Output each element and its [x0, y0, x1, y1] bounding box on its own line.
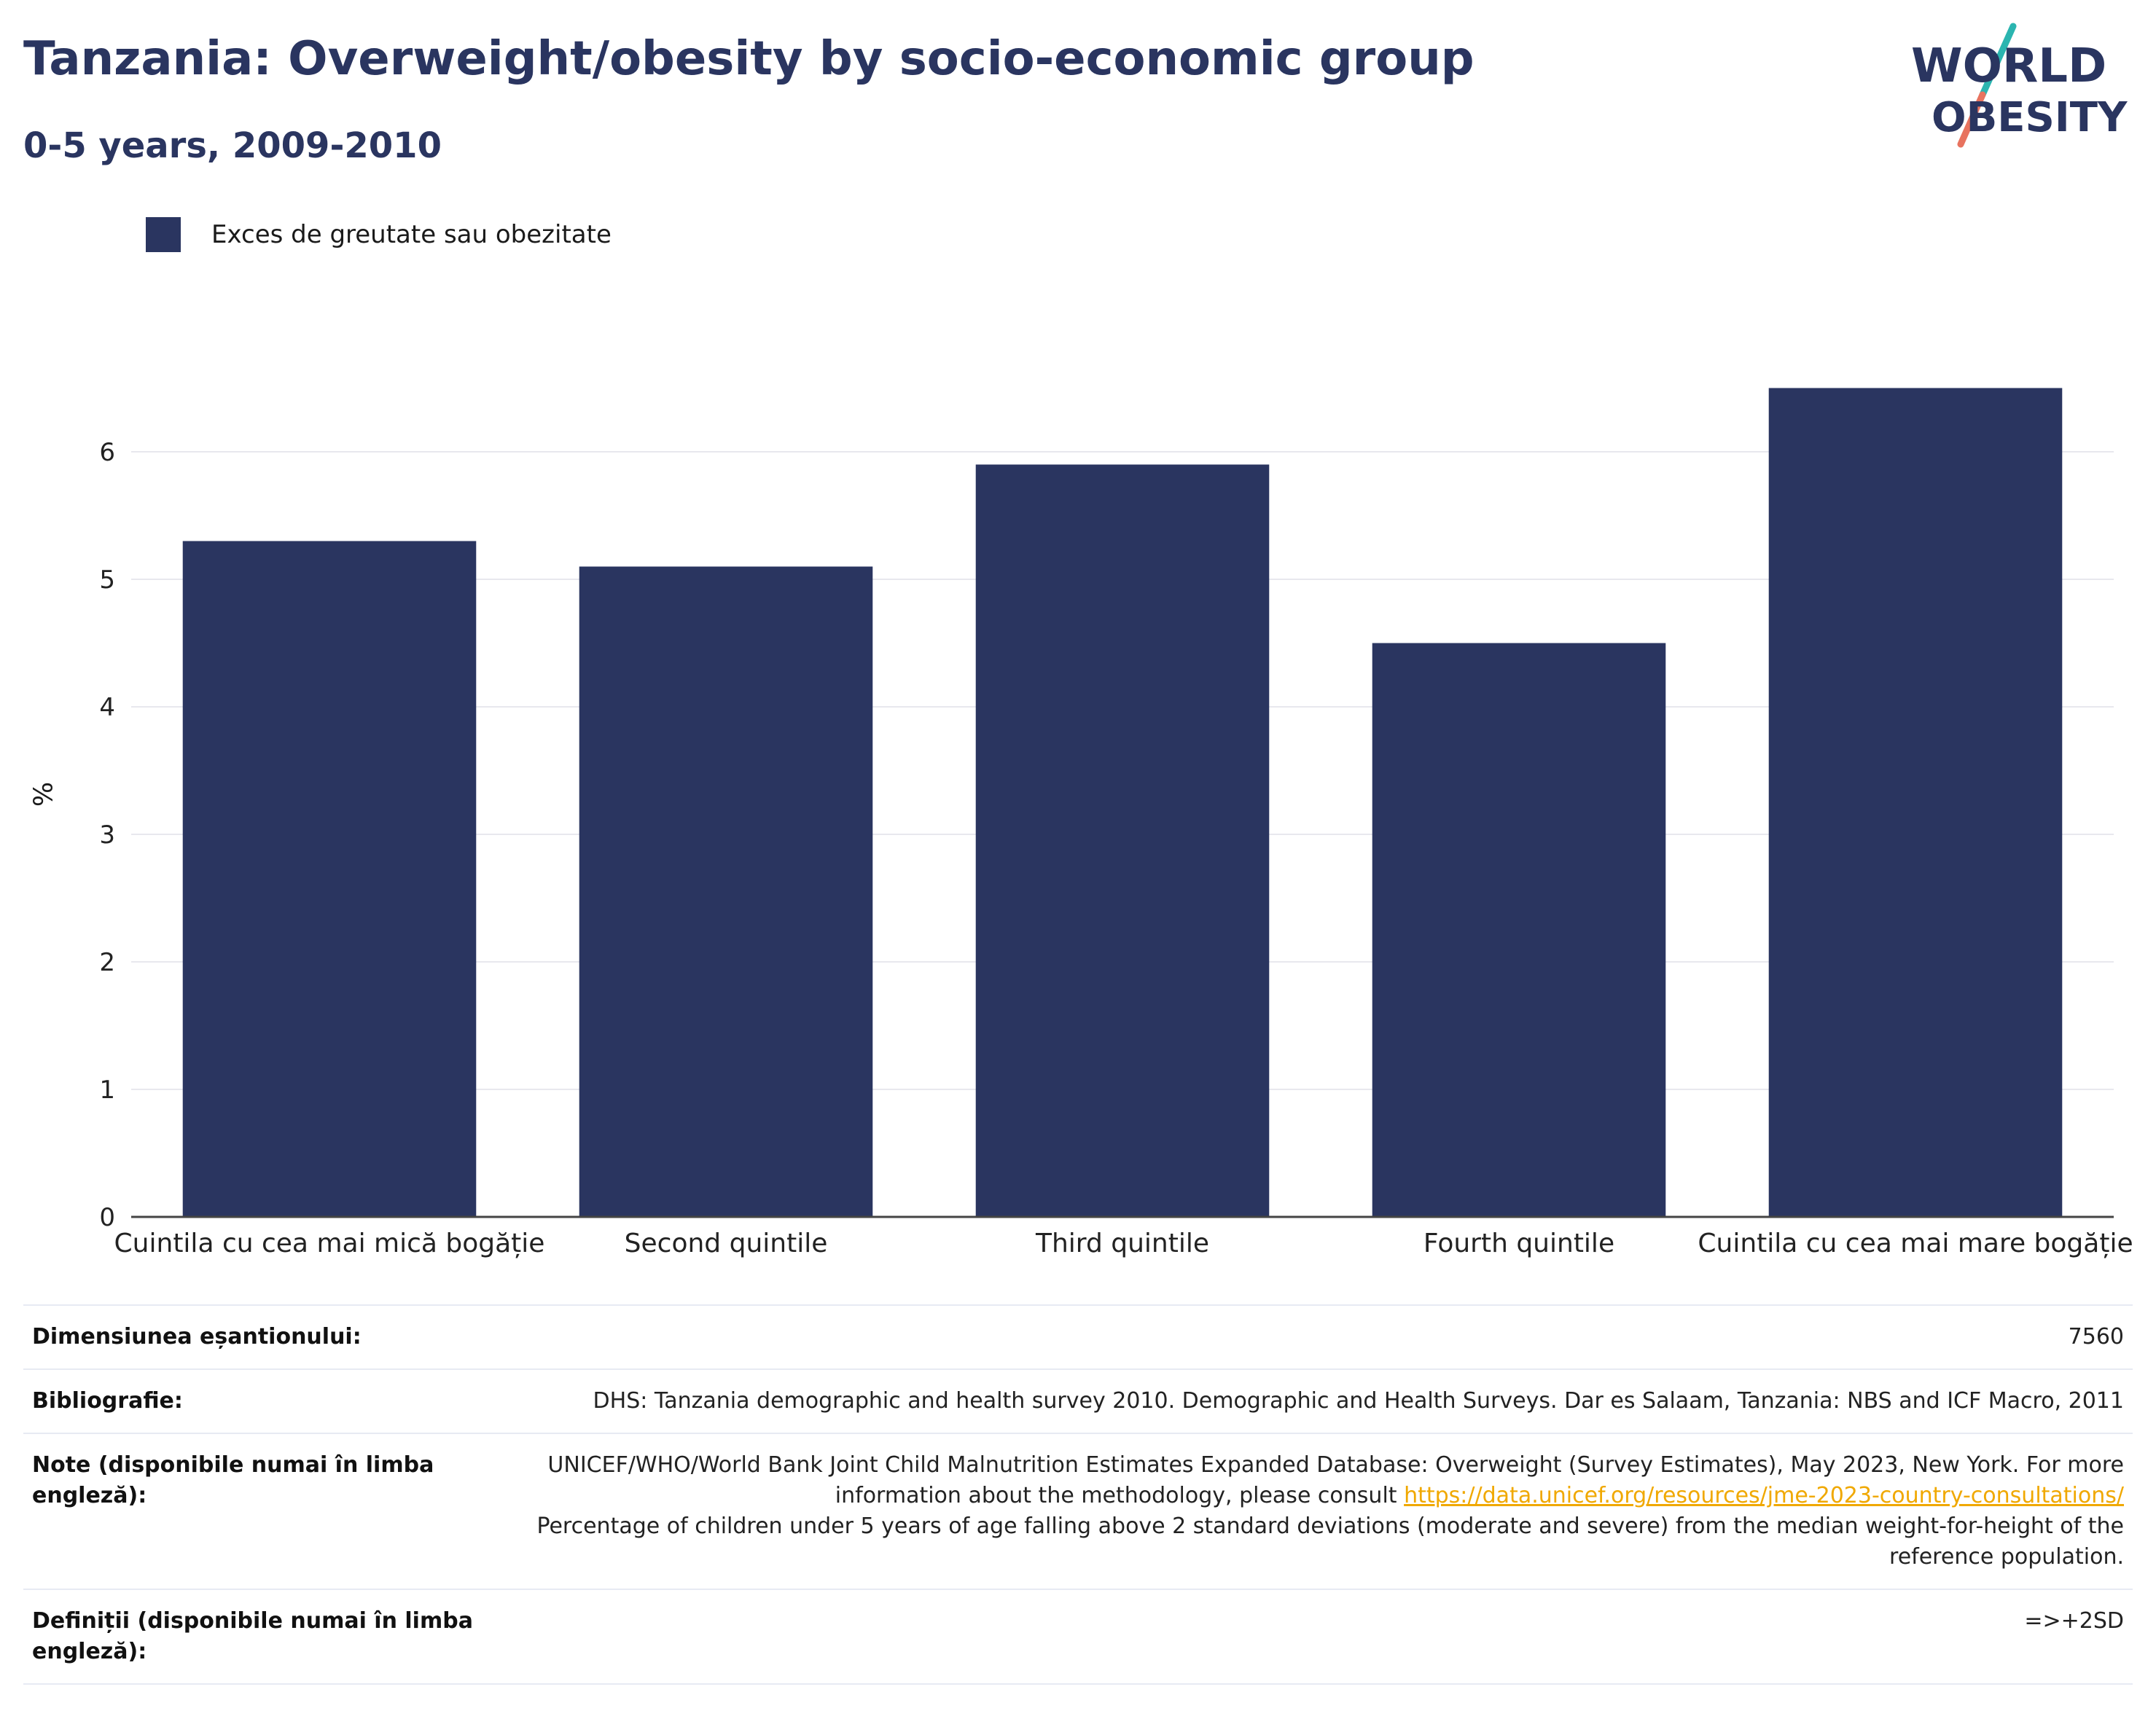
- sample-size-label: Dimensiunea eșantionului:: [23, 1304, 507, 1369]
- legend-swatch: [146, 217, 181, 252]
- y-tick-label: 0: [99, 1203, 115, 1232]
- notes-link[interactable]: https://data.unicef.org/resources/jme-20…: [1404, 1483, 2124, 1508]
- y-tick-label: 1: [99, 1076, 115, 1105]
- world-obesity-logo: WORLD OBESITY: [1911, 23, 2128, 148]
- y-tick-label: 2: [99, 948, 115, 977]
- y-tick-label: 4: [99, 693, 115, 722]
- definitions-value: =>+2SD: [507, 1589, 2133, 1685]
- x-tick-label: Second quintile: [625, 1229, 828, 1258]
- y-tick-label: 5: [99, 565, 115, 595]
- sample-size-value: 7560: [507, 1304, 2133, 1369]
- bar: [975, 464, 1270, 1217]
- logo-slash-top: [1979, 23, 2017, 98]
- info-row-sample-size: Dimensiunea eșantionului: 7560: [23, 1304, 2133, 1369]
- bar: [579, 566, 873, 1217]
- info-row-bibliography: Bibliografie: DHS: Tanzania demographic …: [23, 1368, 2133, 1433]
- bibliography-value: DHS: Tanzania demographic and health sur…: [507, 1368, 2133, 1433]
- chart-title: Tanzania: Overweight/obesity by socio-ec…: [23, 32, 1475, 86]
- notes-text-before: UNICEF/WHO/World Bank Joint Child Malnut…: [547, 1452, 2124, 1508]
- y-tick-label: 6: [99, 438, 115, 467]
- info-table: Dimensiunea eșantionului: 7560 Bibliogra…: [23, 1304, 2133, 1685]
- definitions-label: Definiții (disponibile numai în limba en…: [23, 1589, 507, 1685]
- bibliography-label: Bibliografie:: [23, 1368, 507, 1433]
- info-row-notes: Note (disponibile numai în limba engleză…: [23, 1433, 2133, 1589]
- logo-text-obesity: OBESITY: [1932, 94, 2128, 141]
- bar-chart: 0 1 2 3 4 5 6 Cuintila cu cea mai mică bogăție S…: [99, 388, 2133, 1258]
- logo-slash-bottom: [1957, 91, 1986, 148]
- bar: [182, 541, 477, 1217]
- info-row-definitions: Definiții (disponibile numai în limba en…: [23, 1589, 2133, 1685]
- x-tick-label: Third quintile: [1035, 1229, 1209, 1258]
- x-tick-label: Fourth quintile: [1423, 1229, 1614, 1258]
- bar: [1768, 388, 2063, 1217]
- bar: [1372, 643, 1666, 1217]
- chart-legend[interactable]: Exces de greutate sau obezitate: [146, 216, 612, 254]
- notes-value: UNICEF/WHO/World Bank Joint Child Malnut…: [507, 1433, 2133, 1589]
- legend-label: Exces de greutate sau obezitate: [211, 220, 612, 249]
- logo-text-world: WORLD: [1911, 39, 2106, 93]
- notes-label: Note (disponibile numai în limba engleză…: [23, 1433, 507, 1589]
- x-tick-label: Cuintila cu cea mai mare bogăție: [1698, 1229, 2133, 1258]
- y-tick-label: 3: [99, 820, 115, 850]
- x-tick-label: Cuintila cu cea mai mică bogăție: [114, 1229, 545, 1258]
- notes-text-after: Percentage of children under 5 years of …: [536, 1513, 2124, 1570]
- chart-subtitle: 0-5 years, 2009-2010: [23, 125, 442, 166]
